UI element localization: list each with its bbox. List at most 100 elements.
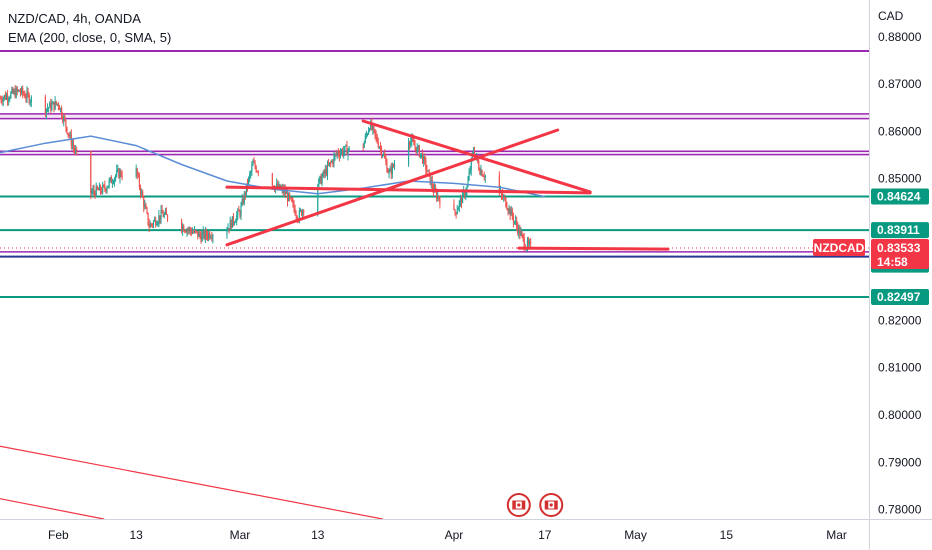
candle[interactable] (192, 232, 195, 234)
candle[interactable] (459, 197, 462, 202)
candle[interactable] (67, 133, 69, 135)
candle[interactable] (523, 237, 525, 248)
candle[interactable] (105, 188, 107, 191)
symbol-tag[interactable] (813, 239, 865, 257)
candle[interactable] (137, 175, 139, 177)
candle[interactable] (290, 197, 292, 199)
candle[interactable] (28, 94, 30, 103)
candle[interactable] (159, 215, 161, 220)
candle[interactable] (294, 208, 296, 215)
trend-line[interactable] (225, 185, 592, 195)
candle[interactable] (501, 194, 504, 198)
candle[interactable] (111, 182, 114, 184)
candle[interactable] (228, 228, 230, 230)
candle[interactable] (340, 150, 343, 153)
candle[interactable] (470, 158, 472, 171)
candle[interactable] (108, 180, 110, 186)
candle[interactable] (343, 151, 345, 155)
candle[interactable] (94, 192, 96, 197)
candle[interactable] (302, 210, 304, 216)
candle[interactable] (227, 228, 229, 232)
candle[interactable] (286, 192, 289, 201)
trend-line[interactable] (0, 498, 105, 520)
candle[interactable] (6, 95, 9, 101)
candle[interactable] (411, 138, 413, 142)
candle[interactable] (139, 186, 142, 194)
candle[interactable] (327, 164, 330, 166)
candle[interactable] (507, 209, 509, 212)
candle[interactable] (152, 221, 155, 225)
candle[interactable] (284, 189, 286, 194)
candle[interactable] (378, 147, 380, 149)
candle[interactable] (481, 170, 483, 176)
candle[interactable] (140, 191, 143, 194)
candle[interactable] (325, 169, 328, 175)
candle[interactable] (527, 240, 530, 244)
candle[interactable] (464, 190, 466, 197)
candle[interactable] (197, 231, 199, 237)
candle[interactable] (236, 215, 238, 222)
candle[interactable] (149, 223, 151, 228)
candle[interactable] (63, 116, 65, 122)
candle[interactable] (12, 88, 14, 94)
candle[interactable] (92, 189, 94, 192)
candle[interactable] (419, 153, 422, 157)
candle[interactable] (330, 162, 332, 164)
candle[interactable] (55, 101, 57, 105)
candle[interactable] (289, 193, 291, 198)
candle[interactable] (369, 129, 371, 131)
candle[interactable] (257, 171, 259, 174)
candle[interactable] (384, 154, 386, 159)
candle[interactable] (336, 151, 338, 155)
candle[interactable] (428, 170, 430, 173)
candle[interactable] (201, 233, 203, 242)
candle[interactable] (242, 199, 244, 204)
candle[interactable] (3, 95, 5, 99)
candle[interactable] (11, 88, 13, 93)
candle[interactable] (198, 232, 200, 237)
candle[interactable] (271, 173, 273, 187)
candle[interactable] (188, 228, 190, 230)
candle[interactable] (278, 184, 280, 188)
candle[interactable] (109, 177, 111, 181)
candle[interactable] (417, 146, 419, 148)
candle[interactable] (29, 101, 31, 103)
candle[interactable] (241, 199, 243, 206)
candle[interactable] (390, 168, 392, 175)
candle[interactable] (180, 220, 183, 231)
candle[interactable] (106, 187, 108, 191)
candle[interactable] (118, 169, 120, 178)
candle[interactable] (189, 228, 191, 231)
candle[interactable] (209, 233, 211, 238)
trend-line[interactable] (225, 128, 560, 247)
candle[interactable] (44, 96, 46, 114)
candle[interactable] (120, 171, 122, 176)
candle[interactable] (456, 210, 458, 214)
candle[interactable] (346, 145, 348, 156)
candle[interactable] (293, 203, 295, 209)
candle[interactable] (318, 178, 320, 187)
candle[interactable] (420, 152, 423, 154)
candle[interactable] (183, 226, 185, 232)
candle[interactable] (160, 209, 162, 220)
candle[interactable] (276, 183, 278, 187)
candle[interactable] (136, 168, 138, 176)
candle[interactable] (460, 197, 463, 204)
candle[interactable] (409, 142, 411, 145)
candle[interactable] (347, 150, 349, 156)
candle[interactable] (472, 151, 475, 154)
candle[interactable] (0, 98, 1, 100)
candle[interactable] (454, 209, 456, 213)
candle[interactable] (516, 220, 518, 227)
candle[interactable] (226, 231, 228, 236)
candle[interactable] (393, 164, 396, 167)
candle[interactable] (239, 211, 241, 216)
candle[interactable] (202, 230, 204, 234)
candle[interactable] (116, 169, 118, 176)
candle[interactable] (413, 140, 415, 146)
candle[interactable] (119, 171, 121, 178)
candle[interactable] (371, 121, 373, 130)
candle[interactable] (5, 95, 8, 100)
candle[interactable] (245, 183, 248, 195)
